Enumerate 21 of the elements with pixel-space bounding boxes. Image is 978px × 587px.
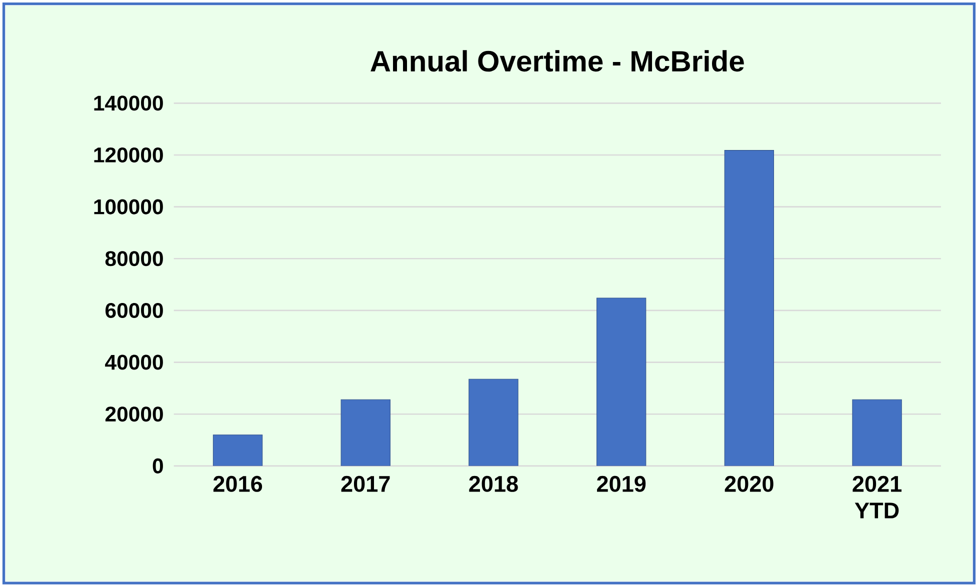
x-tick-label: 2021 YTD — [852, 476, 902, 518]
y-tick-label: 80000 — [105, 251, 163, 266]
bar — [468, 378, 518, 466]
x-tick-label: 2019 — [597, 476, 646, 492]
y-tick-label: 100000 — [94, 199, 163, 214]
x-tick-label: 2017 — [341, 476, 390, 492]
y-tick-label: 120000 — [94, 148, 163, 163]
y-tick-label: 60000 — [106, 303, 163, 318]
bar — [212, 434, 263, 466]
x-tick-label: 2018 — [469, 476, 518, 492]
bar — [596, 298, 646, 466]
bar — [852, 399, 902, 466]
bar — [340, 399, 390, 466]
y-tick-label: 20000 — [105, 406, 163, 422]
y-tick-label: 140000 — [94, 96, 163, 111]
x-tick-label: 2016 — [213, 476, 262, 492]
x-tick-label: 2020 — [724, 476, 774, 492]
bar — [724, 150, 774, 466]
y-tick-label: 0 — [152, 458, 163, 474]
y-tick-label: 40000 — [105, 354, 163, 370]
chart-title: Annual Overtime - McBride — [370, 50, 744, 72]
